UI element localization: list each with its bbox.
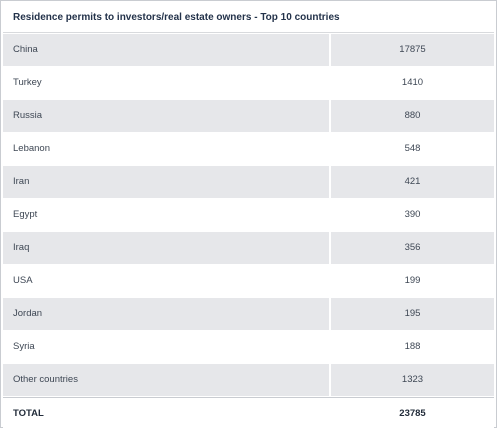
table-row: Russia 880 — [3, 100, 494, 133]
table-row: Iraq 356 — [3, 232, 494, 265]
table-row: Iran 421 — [3, 166, 494, 199]
column-divider — [329, 364, 331, 396]
total-row: TOTAL 23785 — [3, 397, 494, 431]
value-cell: 421 — [404, 176, 421, 187]
column-divider — [329, 199, 331, 231]
table-title: Residence permits to investors/real esta… — [13, 12, 340, 23]
table-row: Egypt 390 — [3, 199, 494, 232]
country-cell: Jordan — [13, 308, 43, 319]
table-header: Residence permits to investors/real esta… — [3, 3, 494, 33]
total-value: 23785 — [399, 408, 426, 419]
country-cell: Russia — [13, 110, 43, 121]
country-cell: Other countries — [13, 374, 78, 385]
country-cell: USA — [13, 275, 33, 286]
country-cell: Lebanon — [13, 143, 50, 154]
column-divider — [329, 133, 331, 165]
country-cell: China — [13, 44, 38, 55]
column-divider — [329, 100, 331, 132]
column-divider — [329, 34, 331, 66]
country-cell: Syria — [13, 341, 35, 352]
value-cell: 188 — [404, 341, 421, 352]
value-cell: 880 — [404, 110, 421, 121]
column-divider — [329, 331, 331, 363]
country-cell: Iraq — [13, 242, 30, 253]
column-divider — [329, 67, 331, 99]
table-row: China 17875 — [3, 34, 494, 67]
column-divider — [329, 298, 331, 330]
table-row: Jordan 195 — [3, 298, 494, 331]
value-cell: 548 — [404, 143, 421, 154]
table-row: Other countries 1323 — [3, 364, 494, 397]
value-cell: 390 — [404, 209, 421, 220]
country-cell: Egypt — [13, 209, 38, 220]
value-cell: 1410 — [401, 77, 424, 88]
table-body: China 17875 Turkey 1410 Russia 880 Leban… — [3, 34, 494, 431]
table-row: Lebanon 548 — [3, 133, 494, 166]
table-row: Turkey 1410 — [3, 67, 494, 100]
table-row: Syria 188 — [3, 331, 494, 364]
value-cell: 356 — [404, 242, 421, 253]
value-cell: 195 — [404, 308, 421, 319]
value-cell: 199 — [404, 275, 421, 286]
country-cell: Iran — [13, 176, 30, 187]
value-cell: 17875 — [399, 44, 426, 55]
column-divider — [329, 265, 331, 297]
value-cell: 1323 — [401, 374, 424, 385]
total-label: TOTAL — [13, 408, 44, 419]
country-cell: Turkey — [13, 77, 42, 88]
table-row: USA 199 — [3, 265, 494, 298]
column-divider — [329, 166, 331, 198]
column-divider — [329, 232, 331, 264]
